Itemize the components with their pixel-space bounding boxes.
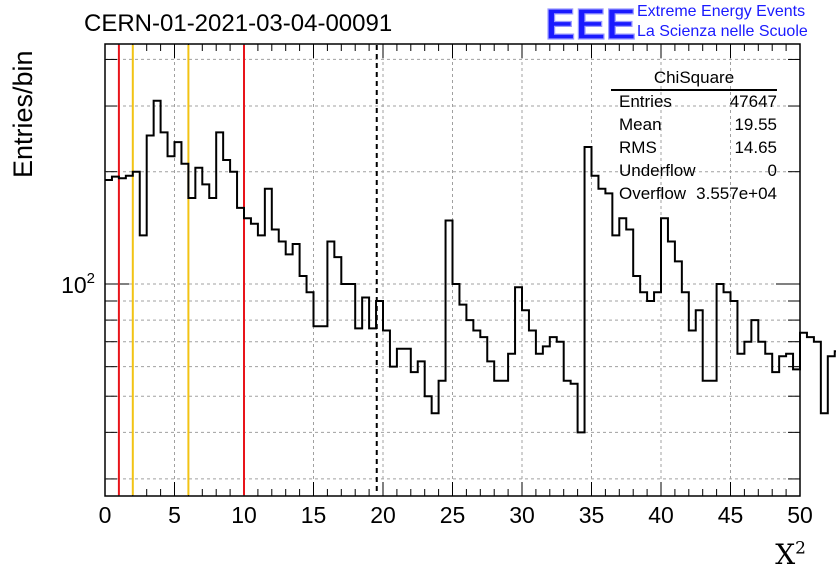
x-axis-title-superscript: 2 — [795, 538, 806, 559]
reference-lines — [117, 45, 378, 495]
y-tick-labels: 102 — [61, 270, 95, 298]
svg-text:Entries/bin: Entries/bin — [8, 50, 38, 178]
stats-label: Overflow — [619, 184, 687, 203]
stats-divider — [611, 89, 777, 91]
x-tick-label: 10 — [231, 502, 257, 528]
x-tick-label: 30 — [509, 502, 535, 528]
stats-title: ChiSquare — [653, 68, 735, 87]
stats-row-entries: Entries 47647 — [619, 92, 777, 112]
stats-value: 47647 — [729, 92, 777, 111]
x-tick-label: 5 — [168, 502, 181, 528]
logo-tagline-2: La Scienza nelle Scuole — [637, 23, 808, 40]
histogram-series — [105, 99, 836, 434]
logo-tagline-1: Extreme Energy Events — [637, 3, 806, 20]
x-tick-label: 0 — [99, 502, 112, 528]
stats-row-overflow: Overflow 3.557e+04 — [619, 184, 777, 204]
y-tick-label: 102 — [61, 270, 95, 298]
eee-logo: EEE — [545, 2, 636, 42]
stats-label: Underflow — [619, 161, 696, 180]
x-tick-label: 15 — [301, 502, 327, 528]
grid-lines — [105, 44, 800, 496]
x-tick-labels: 0 5 10 15 20 25 30 35 40 45 50 — [99, 502, 813, 528]
x-axis-title-text: X — [775, 538, 796, 571]
x-tick-label: 25 — [440, 502, 466, 528]
page-title: CERN-01-2021-03-04-00091 — [84, 10, 393, 37]
stats-value: 0 — [767, 161, 777, 180]
stats-row-underflow: Underflow 0 — [619, 161, 777, 181]
stats-value: 3.557e+04 — [696, 184, 777, 203]
stats-label: RMS — [619, 138, 657, 157]
x-axis-title: X2 — [775, 538, 806, 571]
y-axis-title: Entries/bin — [8, 50, 38, 178]
stats-label: Mean — [619, 115, 662, 134]
stats-row-mean: Mean 19.55 — [619, 115, 777, 135]
x-tick-label: 40 — [648, 502, 674, 528]
x-tick-label: 35 — [579, 502, 605, 528]
stats-value: 19.55 — [734, 115, 777, 134]
x-tick-label: 45 — [718, 502, 744, 528]
stats-row-rms: RMS 14.65 — [619, 138, 777, 158]
logo-letters: EEE — [545, 2, 636, 42]
stats-label: Entries — [619, 92, 672, 111]
x-tick-label: 50 — [787, 502, 813, 528]
x-tick-label: 20 — [370, 502, 396, 528]
stats-value: 14.65 — [734, 138, 777, 157]
